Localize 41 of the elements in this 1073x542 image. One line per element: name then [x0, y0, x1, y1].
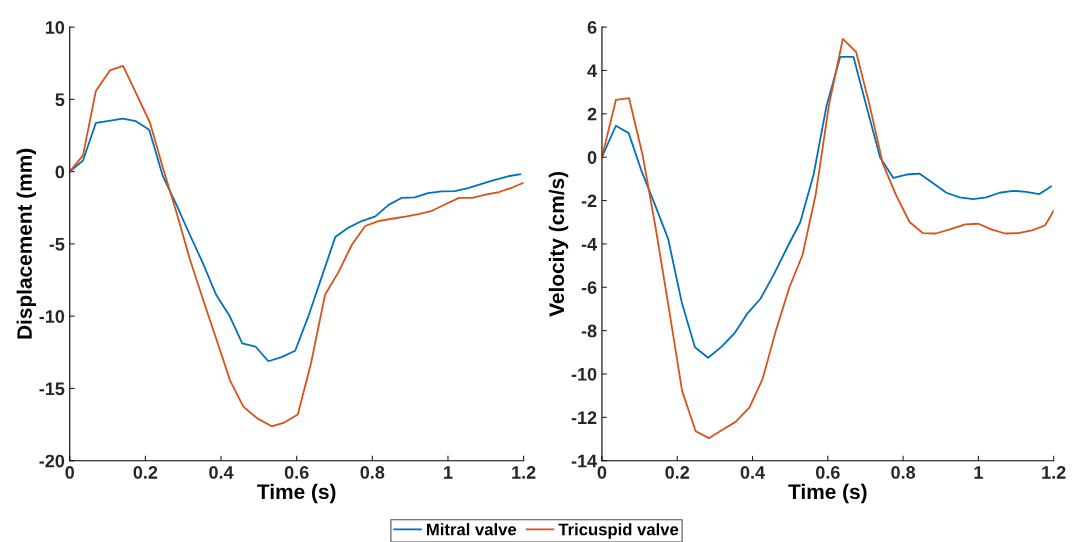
y-tick-label: 0	[55, 165, 65, 179]
y-tick-label: -10	[571, 367, 597, 381]
y-tick-label: 10	[45, 21, 65, 34]
legend-label: Mitral valve	[427, 523, 517, 536]
line-series	[69, 65, 524, 428]
y-tick-label: -8	[581, 324, 597, 338]
x-tick-label: 0.2	[133, 466, 158, 479]
y-tick-label: 2	[587, 107, 597, 121]
y-tick-label: -15	[39, 382, 65, 396]
legend-label: Tricuspid valve	[558, 523, 679, 539]
x-axis-title: Time (s)	[257, 483, 336, 504]
x-tick-label: 1	[974, 466, 983, 479]
x-tick-label: 1.2	[512, 466, 536, 479]
y-tick-label: -14	[571, 454, 597, 468]
x-tick-label: 0	[597, 466, 607, 479]
y-tick-label: -10	[39, 310, 65, 323]
x-tick-label: 0.4	[740, 466, 765, 479]
y-tick-label: -6	[581, 281, 597, 294]
x-tick-label: 1.2	[1042, 466, 1066, 479]
y-tick-label: -5	[49, 238, 65, 251]
y-axis-title: Displacement (mm)	[16, 148, 37, 339]
y-tick-label: -2	[581, 194, 597, 208]
y-tick-label: -4	[581, 238, 597, 251]
x-tick-label: 0.8	[891, 466, 916, 479]
x-tick-label: 1	[444, 466, 453, 479]
x-tick-label: 0.8	[360, 466, 385, 479]
y-tick-label: 6	[587, 21, 597, 34]
y-axis-title: Velocity (cm/s)	[548, 171, 569, 317]
y-tick-label: 5	[55, 93, 65, 107]
line-series	[601, 55, 1052, 359]
y-tick-label: 4	[587, 64, 597, 77]
x-tick-label: 0.4	[209, 466, 234, 479]
y-tick-label: -20	[39, 454, 65, 468]
x-tick-label: 0.6	[284, 466, 309, 479]
x-tick-label: 0.2	[665, 466, 690, 479]
y-tick-label: 0	[587, 151, 597, 164]
line-series	[601, 37, 1054, 440]
x-axis-title: Time (s)	[788, 483, 867, 504]
x-tick-label: 0	[65, 466, 75, 479]
x-tick-label: 0.6	[815, 466, 840, 479]
y-tick-label: -12	[571, 411, 597, 424]
